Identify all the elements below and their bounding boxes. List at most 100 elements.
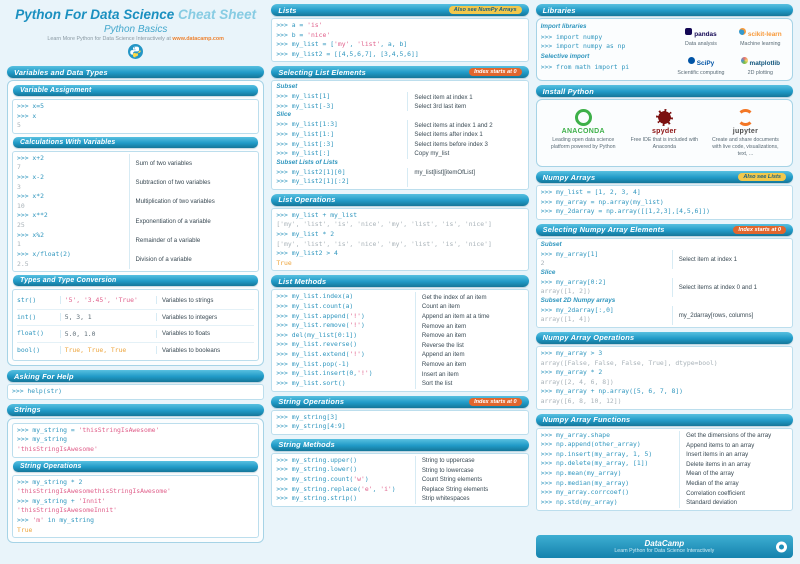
row-description: Replace String elements bbox=[414, 484, 524, 495]
section-title: Libraries bbox=[542, 5, 576, 15]
libraries-logo-grid: pandas Data analysis scikit-learn Machin… bbox=[673, 23, 788, 76]
jupyter-icon bbox=[736, 109, 754, 126]
table-row: int() 5, 3, 1 Variables to integers bbox=[17, 308, 255, 326]
numpy-arrays-code: >>> my_list = [1, 2, 3, 4] >>> my_array =… bbox=[535, 185, 793, 220]
code-line: >>> my_list2 > 4 bbox=[276, 249, 338, 258]
libraries-panel: Import libraries >>> import numpy >>> imp… bbox=[535, 18, 793, 81]
library-logo: pandas Data analysis bbox=[673, 23, 728, 47]
table-row: Subset bbox=[541, 241, 788, 250]
also-see-lists-badge[interactable]: Also see Lists bbox=[738, 173, 786, 182]
table-row: >>> x/float(2) 2.5 Division of a variabl… bbox=[17, 249, 255, 270]
code-line: >>> np.delete(my_array, [1]) bbox=[540, 459, 649, 468]
code-line: >>> my_array = np.array(my_list) bbox=[540, 197, 664, 206]
variable-assignment-header: Variable Assignment bbox=[13, 85, 259, 96]
code-line: >>> my_string = 'thisStringIsAwesome' bbox=[17, 425, 160, 434]
table-row: Slice bbox=[541, 269, 788, 278]
code-output: 10 bbox=[17, 201, 25, 210]
group-label: Subset bbox=[540, 240, 562, 248]
row-description: String to lowercase bbox=[414, 465, 524, 475]
table-row: >>> my_string.count('w') Count String el… bbox=[276, 474, 523, 485]
code-line: >>> x bbox=[17, 111, 37, 120]
code-line: >>> from math import pi bbox=[540, 62, 630, 71]
footer-tagline: Learn Python for Data Science Interactiv… bbox=[614, 548, 715, 555]
row-description: Append items to an array bbox=[679, 440, 788, 450]
datacamp-logo[interactable]: DataCamp bbox=[644, 538, 685, 548]
section-variables-and-data-types: Variables and Data Types Variable Assign… bbox=[7, 66, 265, 367]
row-description: Variables to strings bbox=[162, 296, 214, 304]
section-title: Strings bbox=[14, 405, 41, 415]
table-row: >>> np.mean(my_array) Mean of the array bbox=[541, 469, 788, 479]
strings-section-header: Strings bbox=[7, 403, 265, 416]
code-line: >>> my_list[1:] bbox=[276, 129, 335, 138]
code-line: >>> x=5 bbox=[17, 102, 44, 110]
table-row: >>> my_list.index(a) Get the index of an… bbox=[276, 292, 523, 303]
variables-section-header: Variables and Data Types bbox=[7, 66, 265, 78]
section-title: Selecting Numpy Array Elements bbox=[542, 225, 665, 235]
code-line: >>> my_list.count(a) bbox=[276, 302, 354, 311]
code-line: True bbox=[17, 525, 33, 534]
table-row: >>> x*2 10 Multiplication of two variabl… bbox=[17, 192, 254, 212]
strings-panel: >>> my_string = 'thisStringIsAwesome' >>>… bbox=[7, 417, 265, 544]
left-column: Python For Data Science Cheat Sheet Pyth… bbox=[7, 4, 265, 558]
code-line: >>> b = 'nice' bbox=[276, 30, 331, 39]
group-label: Subset 2D Numpy arrays bbox=[540, 296, 616, 304]
row-description: Remove an item bbox=[414, 321, 524, 331]
install-name: jupyter bbox=[732, 128, 759, 135]
code-line: >>> del(my_list[0:1]) bbox=[276, 330, 358, 339]
group-label: Subset Lists of Lists bbox=[276, 158, 338, 166]
install-item: jupyter Create and share documents with … bbox=[708, 109, 783, 158]
code-output: 7 bbox=[17, 163, 21, 172]
install-logos: ANACONDA Leading open data science platf… bbox=[541, 104, 788, 162]
code-line: >>> my_list[:3] bbox=[276, 139, 335, 148]
table-row: Subset bbox=[276, 83, 523, 92]
library-logo: SciPy Scientific computing bbox=[673, 52, 728, 76]
spyder-icon bbox=[655, 109, 673, 126]
types-conversion-header: Types and Type Conversion bbox=[13, 275, 259, 287]
section-title: Numpy Array Functions bbox=[542, 415, 631, 425]
list-methods-header: List Methods bbox=[271, 275, 529, 288]
install-caption: Leading open data science platform power… bbox=[550, 137, 616, 151]
pandas-icon bbox=[685, 28, 693, 36]
install-python-panel: ANACONDA Leading open data science platf… bbox=[535, 99, 793, 168]
datacamp-footer: DataCamp Learn Python for Data Science I… bbox=[535, 535, 793, 558]
code-line: >>> import numpy as np bbox=[540, 42, 626, 51]
selective-import-code: >>> from math import pi bbox=[541, 63, 670, 73]
code-line: >>> my_string * 2 bbox=[17, 477, 83, 486]
also-see-numpy-badge[interactable]: Also see NumPy Arrays bbox=[448, 6, 522, 14]
code-line: >>> my_list * 2 bbox=[276, 229, 335, 238]
index-starts-badge: Index starts at 0 bbox=[733, 225, 786, 234]
section-list-operations: List Operations >>> my_list + my_list ['m… bbox=[271, 193, 529, 272]
code-line: ['my', 'list', 'is', 'nice', 'my', 'list… bbox=[276, 220, 492, 229]
index-starts-badge: Index starts at 0 bbox=[469, 397, 522, 406]
code-line: >>> my_string[3] bbox=[276, 412, 338, 421]
code-line: >>> my_list2[1][0] bbox=[276, 167, 346, 176]
install-item: spyder Free IDE that is included with An… bbox=[627, 109, 702, 151]
section-title: Lists bbox=[278, 5, 297, 15]
type-example: 5, 3, 1 bbox=[59, 313, 158, 322]
code-line: >>> np.mean(my_array) bbox=[540, 469, 622, 478]
libraries-code: Import libraries >>> import numpy >>> imp… bbox=[541, 23, 670, 76]
code-line: >>> x-2 bbox=[17, 173, 44, 182]
install-item: ANACONDA Leading open data science platf… bbox=[546, 109, 621, 151]
code-line: >>> my_array.shape bbox=[540, 430, 610, 439]
anaconda-icon bbox=[574, 109, 592, 126]
code-line: >>> my_array + np.array([5, 6, 7, 8]) bbox=[540, 387, 684, 396]
table-row: str() '5', '3.45', 'True' Variables to s… bbox=[17, 292, 254, 309]
row-description: Division of a variable bbox=[128, 249, 255, 270]
library-name: scikit-learn bbox=[747, 31, 782, 38]
lists-header: Lists Also see NumPy Arrays bbox=[271, 4, 529, 16]
section-list-methods: List Methods >>> my_list.index(a) Get th… bbox=[271, 275, 529, 392]
python-icon bbox=[775, 541, 787, 552]
section-title: Types and Type Conversion bbox=[20, 277, 117, 285]
code-line: 'thisStringIsAwesomeInnit' bbox=[17, 506, 118, 515]
table-row: >>> np.median(my_array) Median of the ar… bbox=[541, 478, 788, 489]
table-row: >>> my_list.remove('!') Remove an item bbox=[276, 321, 523, 331]
row-description bbox=[407, 177, 523, 187]
numpy-operations-header: Numpy Array Operations bbox=[535, 331, 793, 344]
row-description: Append an item bbox=[414, 350, 524, 360]
datacamp-link[interactable]: www.datacamp.com bbox=[172, 35, 224, 42]
code-line: 'thisStringIsAwesomethisStringIsAwesome' bbox=[17, 487, 171, 496]
table-row: >>> del(my_list[0:1]) Remove an item bbox=[276, 330, 523, 341]
